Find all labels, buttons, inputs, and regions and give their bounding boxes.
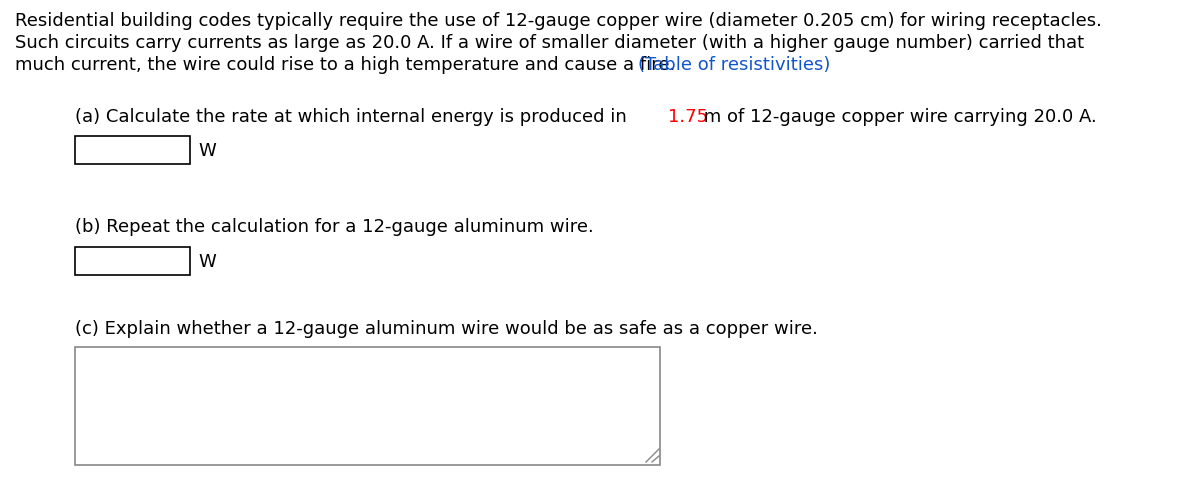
Text: W: W (198, 252, 216, 270)
Text: (b) Repeat the calculation for a 12-gauge aluminum wire.: (b) Repeat the calculation for a 12-gaug… (74, 217, 594, 236)
Text: (c) Explain whether a 12-gauge aluminum wire would be as safe as a copper wire.: (c) Explain whether a 12-gauge aluminum … (74, 319, 818, 337)
Bar (74, 137, 190, 165)
Text: Residential building codes typically require the use of 12-gauge copper wire (di: Residential building codes typically req… (14, 12, 1102, 30)
Text: 1.75: 1.75 (668, 108, 708, 126)
Text: m of 12-gauge copper wire carrying 20.0 A.: m of 12-gauge copper wire carrying 20.0 … (698, 108, 1097, 126)
Bar (74, 347, 660, 465)
Text: (a) Calculate the rate at which internal energy is produced in: (a) Calculate the rate at which internal… (74, 108, 632, 126)
Text: much current, the wire could rise to a high temperature and cause a fire.: much current, the wire could rise to a h… (14, 56, 682, 74)
Text: W: W (198, 142, 216, 160)
Bar (74, 248, 190, 276)
Text: (Table of resistivities): (Table of resistivities) (638, 56, 830, 74)
Text: Such circuits carry currents as large as 20.0 A. If a wire of smaller diameter (: Such circuits carry currents as large as… (14, 34, 1084, 52)
